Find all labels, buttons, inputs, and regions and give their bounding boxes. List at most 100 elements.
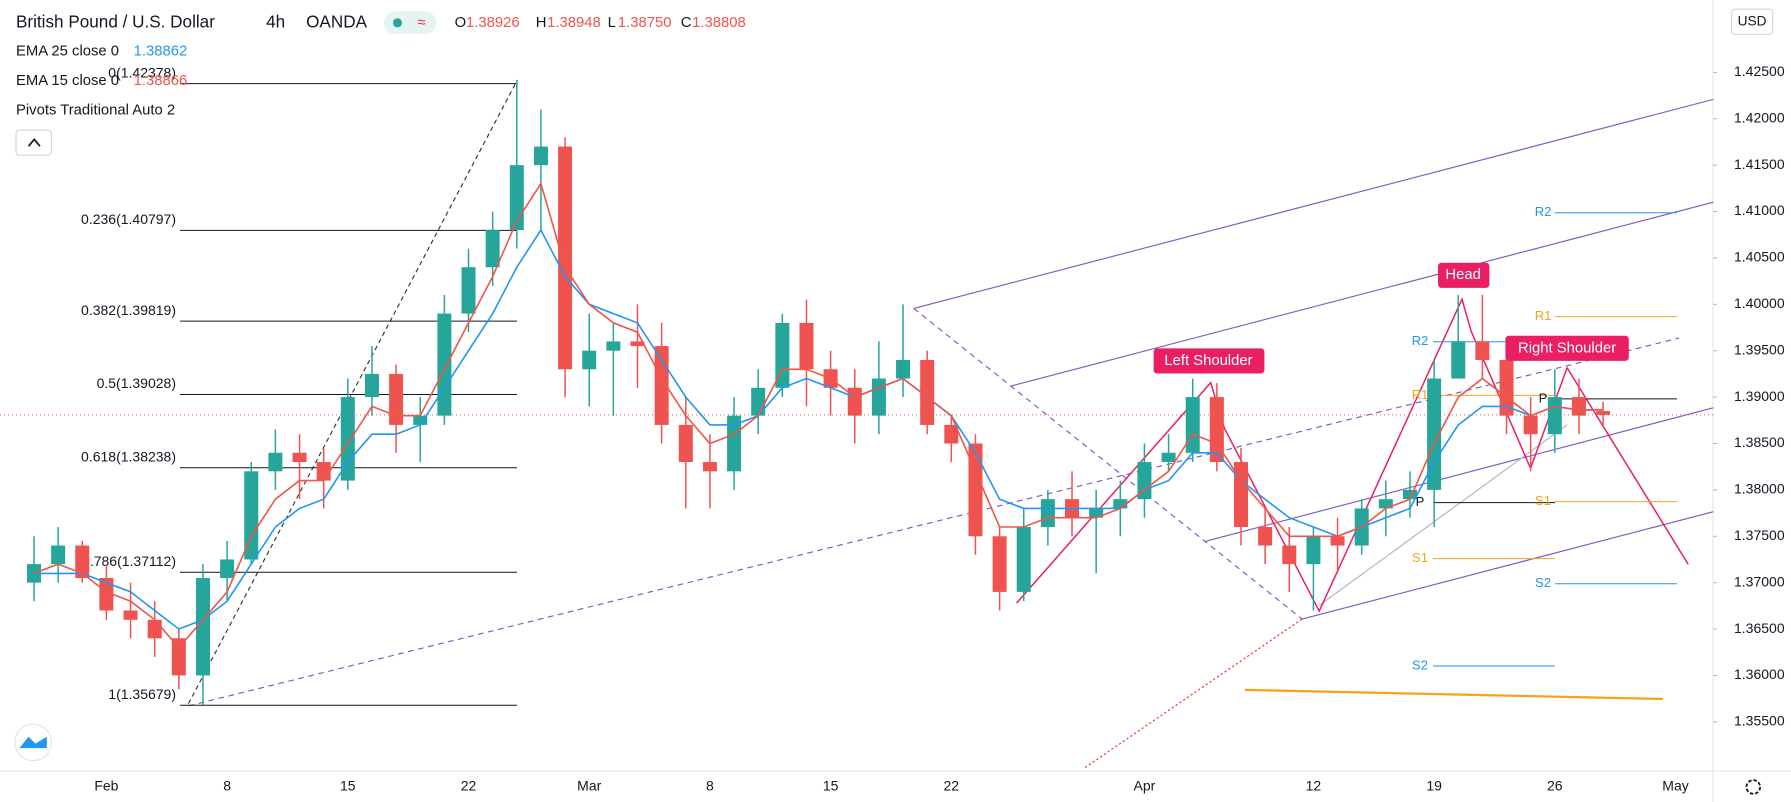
pivot-label: S2 xyxy=(1535,575,1551,590)
candle-body xyxy=(1547,397,1562,435)
y-tick-label: 1.40500 xyxy=(1734,249,1785,265)
x-tick-label: 8 xyxy=(706,778,714,794)
x-tick-label: May xyxy=(1662,778,1688,794)
y-tick-label: 1.36500 xyxy=(1734,620,1785,636)
annotation-box xyxy=(1153,348,1265,374)
overlay: Left Shoulder Head Right Shoulder Britis… xyxy=(14,8,1774,795)
candle-body xyxy=(1402,489,1417,500)
source: OANDA xyxy=(306,11,367,31)
candle-body xyxy=(1330,536,1345,546)
candle-body xyxy=(727,415,742,472)
plot-area: 1.35500 1.36000 1.36500 1.37000 1.37500 1.380… xyxy=(0,63,1785,794)
candle-body xyxy=(1113,499,1128,509)
pivot-label: R2 xyxy=(1412,333,1429,348)
annotation: Head xyxy=(1445,267,1480,283)
x-tick-label: Mar xyxy=(577,778,601,794)
candle-body xyxy=(1523,415,1538,435)
fib-label: 0.236(1.40797) xyxy=(81,211,176,227)
y-tick-label: 1.42000 xyxy=(1734,109,1785,125)
channel-line xyxy=(1204,407,1714,542)
pivot-label: P xyxy=(1416,494,1425,509)
y-tick-label: 1.38500 xyxy=(1734,434,1785,450)
ema-line xyxy=(33,181,1604,649)
candle-body xyxy=(316,462,331,481)
candle-body xyxy=(389,373,404,425)
y-tick-label: 1.41500 xyxy=(1734,156,1785,172)
pivot-label: R2 xyxy=(1535,204,1552,219)
ohlc-label: H xyxy=(536,15,547,31)
x-tick-label: 22 xyxy=(461,778,477,794)
candle-body xyxy=(1475,341,1490,360)
fib-label: 0.382(1.39819) xyxy=(81,302,176,318)
legend-name: EMA 15 close 0 xyxy=(16,73,119,89)
candle-body xyxy=(509,165,524,231)
collapse-button[interactable] xyxy=(15,129,52,156)
candle-body xyxy=(1258,526,1273,546)
settings-icon[interactable] xyxy=(1745,779,1762,795)
channel-line xyxy=(913,98,1714,309)
candle-body xyxy=(702,462,717,472)
candle-body xyxy=(1499,359,1514,416)
x-tick-label: Apr xyxy=(1134,778,1156,794)
candle-body xyxy=(920,359,935,425)
candle-body xyxy=(1089,508,1104,518)
pivot-label: S1 xyxy=(1535,493,1551,508)
pivot-label: S1 xyxy=(1412,550,1428,565)
y-tick-label: 1.38000 xyxy=(1734,481,1785,497)
candle-body xyxy=(1306,536,1321,565)
candle-body xyxy=(751,387,766,416)
candle-body xyxy=(51,545,66,565)
candle-body xyxy=(630,341,645,347)
ohlc-value: 1.38926 xyxy=(466,15,520,31)
candle-body xyxy=(1378,499,1393,509)
y-tick-label: 1.40000 xyxy=(1734,295,1785,311)
candle-body xyxy=(1234,462,1248,527)
support-line xyxy=(1244,688,1664,701)
candle-body xyxy=(364,373,379,398)
channel-line xyxy=(1301,511,1714,620)
currency-badge[interactable] xyxy=(1731,8,1774,35)
fib-label: 1(1.35679) xyxy=(108,686,176,702)
legend-value: 1.38862 xyxy=(134,43,188,59)
pitchfork-handle xyxy=(913,307,1303,620)
legend-name: EMA 25 close 0 xyxy=(16,43,119,59)
neckline xyxy=(1318,424,1568,606)
interval: 4h xyxy=(266,11,285,31)
channel-line xyxy=(1010,201,1714,387)
y-tick-label: 1.37500 xyxy=(1734,527,1785,543)
candle-body xyxy=(437,313,452,416)
collapse-icon xyxy=(27,138,41,147)
ohlc-label: C xyxy=(681,15,692,31)
candle-body xyxy=(268,452,283,472)
ohlc-value: 1.38750 xyxy=(618,15,672,31)
y-tick-label: 1.36000 xyxy=(1734,666,1785,682)
candle-body xyxy=(606,341,621,351)
fib-label: 0.786(1.37112) xyxy=(82,553,176,569)
fib-label: 0.5(1.39028) xyxy=(97,375,176,391)
candle-body xyxy=(1282,545,1297,565)
candle-body xyxy=(678,424,693,463)
x-tick-label: 22 xyxy=(944,778,960,794)
candle-body xyxy=(99,578,114,611)
ohlc-value: 1.38808 xyxy=(692,15,746,31)
fib-label: 0.618(1.38238) xyxy=(81,448,176,464)
candle-body xyxy=(1427,378,1442,490)
candle-body xyxy=(1571,397,1586,416)
ohlc-value: 1.38948 xyxy=(547,15,601,31)
candle-body xyxy=(220,559,235,579)
status-badge xyxy=(383,11,437,35)
legend-value: 1.38866 xyxy=(134,73,188,89)
candle-body xyxy=(461,267,476,314)
annotation: Right Shoulder xyxy=(1518,340,1616,356)
y-tick-label: 1.39500 xyxy=(1734,341,1785,357)
fib-label: 0(1.42378) xyxy=(108,64,176,80)
x-tick-label: Feb xyxy=(94,778,118,794)
candle-body xyxy=(533,146,548,166)
candle-body xyxy=(413,415,428,425)
pivot-label: P xyxy=(1539,390,1548,405)
candle-body xyxy=(147,619,162,639)
candle-body xyxy=(968,443,983,537)
candle-body xyxy=(871,378,886,416)
